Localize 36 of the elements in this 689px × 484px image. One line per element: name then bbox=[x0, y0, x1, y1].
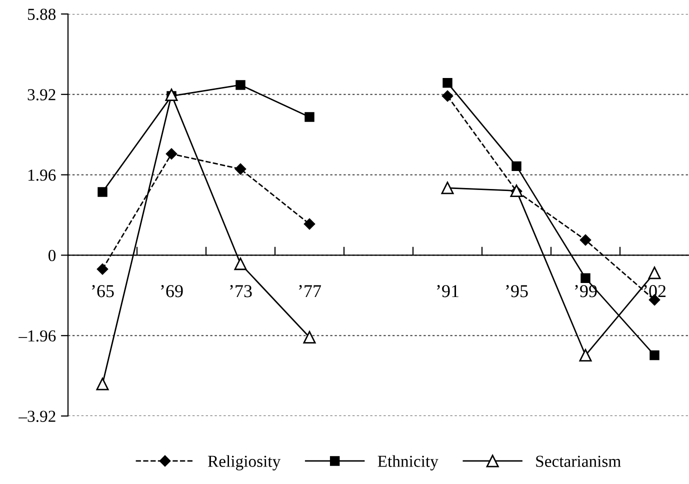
point bbox=[579, 349, 592, 362]
point bbox=[650, 350, 660, 360]
point bbox=[98, 187, 108, 197]
y-tick-label: –3.92 bbox=[18, 410, 56, 422]
y-tick-label: 3.92 bbox=[28, 89, 56, 100]
x-tick-label: ’73 bbox=[230, 285, 252, 298]
point bbox=[580, 234, 592, 246]
point bbox=[442, 78, 452, 88]
legend-label: Sectarianism bbox=[536, 456, 621, 467]
y-tick-label: 0 bbox=[48, 250, 56, 262]
x-tick-label: ’65 bbox=[92, 285, 114, 298]
point bbox=[512, 161, 522, 172]
y-tick-label: 5.88 bbox=[28, 8, 56, 20]
point bbox=[166, 148, 178, 160]
x-tick-label: ’69 bbox=[161, 285, 183, 298]
x-tick-label: ’91 bbox=[437, 285, 458, 298]
legend-label: Religiosity bbox=[208, 455, 281, 470]
legend-label: Ethnicity bbox=[378, 455, 438, 470]
point bbox=[442, 90, 454, 102]
y-tick-label: 1.96 bbox=[28, 170, 56, 181]
y-tick-label: –1.96 bbox=[18, 330, 56, 342]
point bbox=[303, 330, 316, 344]
point bbox=[234, 258, 247, 270]
point bbox=[648, 266, 661, 280]
point bbox=[441, 182, 454, 194]
point bbox=[96, 378, 109, 390]
point bbox=[165, 88, 178, 102]
point bbox=[304, 218, 316, 230]
x-tick-label: ’95 bbox=[506, 285, 528, 298]
point bbox=[236, 80, 246, 90]
point bbox=[96, 264, 108, 275]
x-tick-label: ’77 bbox=[299, 285, 322, 298]
point bbox=[580, 273, 590, 284]
point bbox=[234, 163, 246, 175]
x-tick-label: ’99 bbox=[575, 285, 597, 298]
point bbox=[304, 112, 314, 122]
